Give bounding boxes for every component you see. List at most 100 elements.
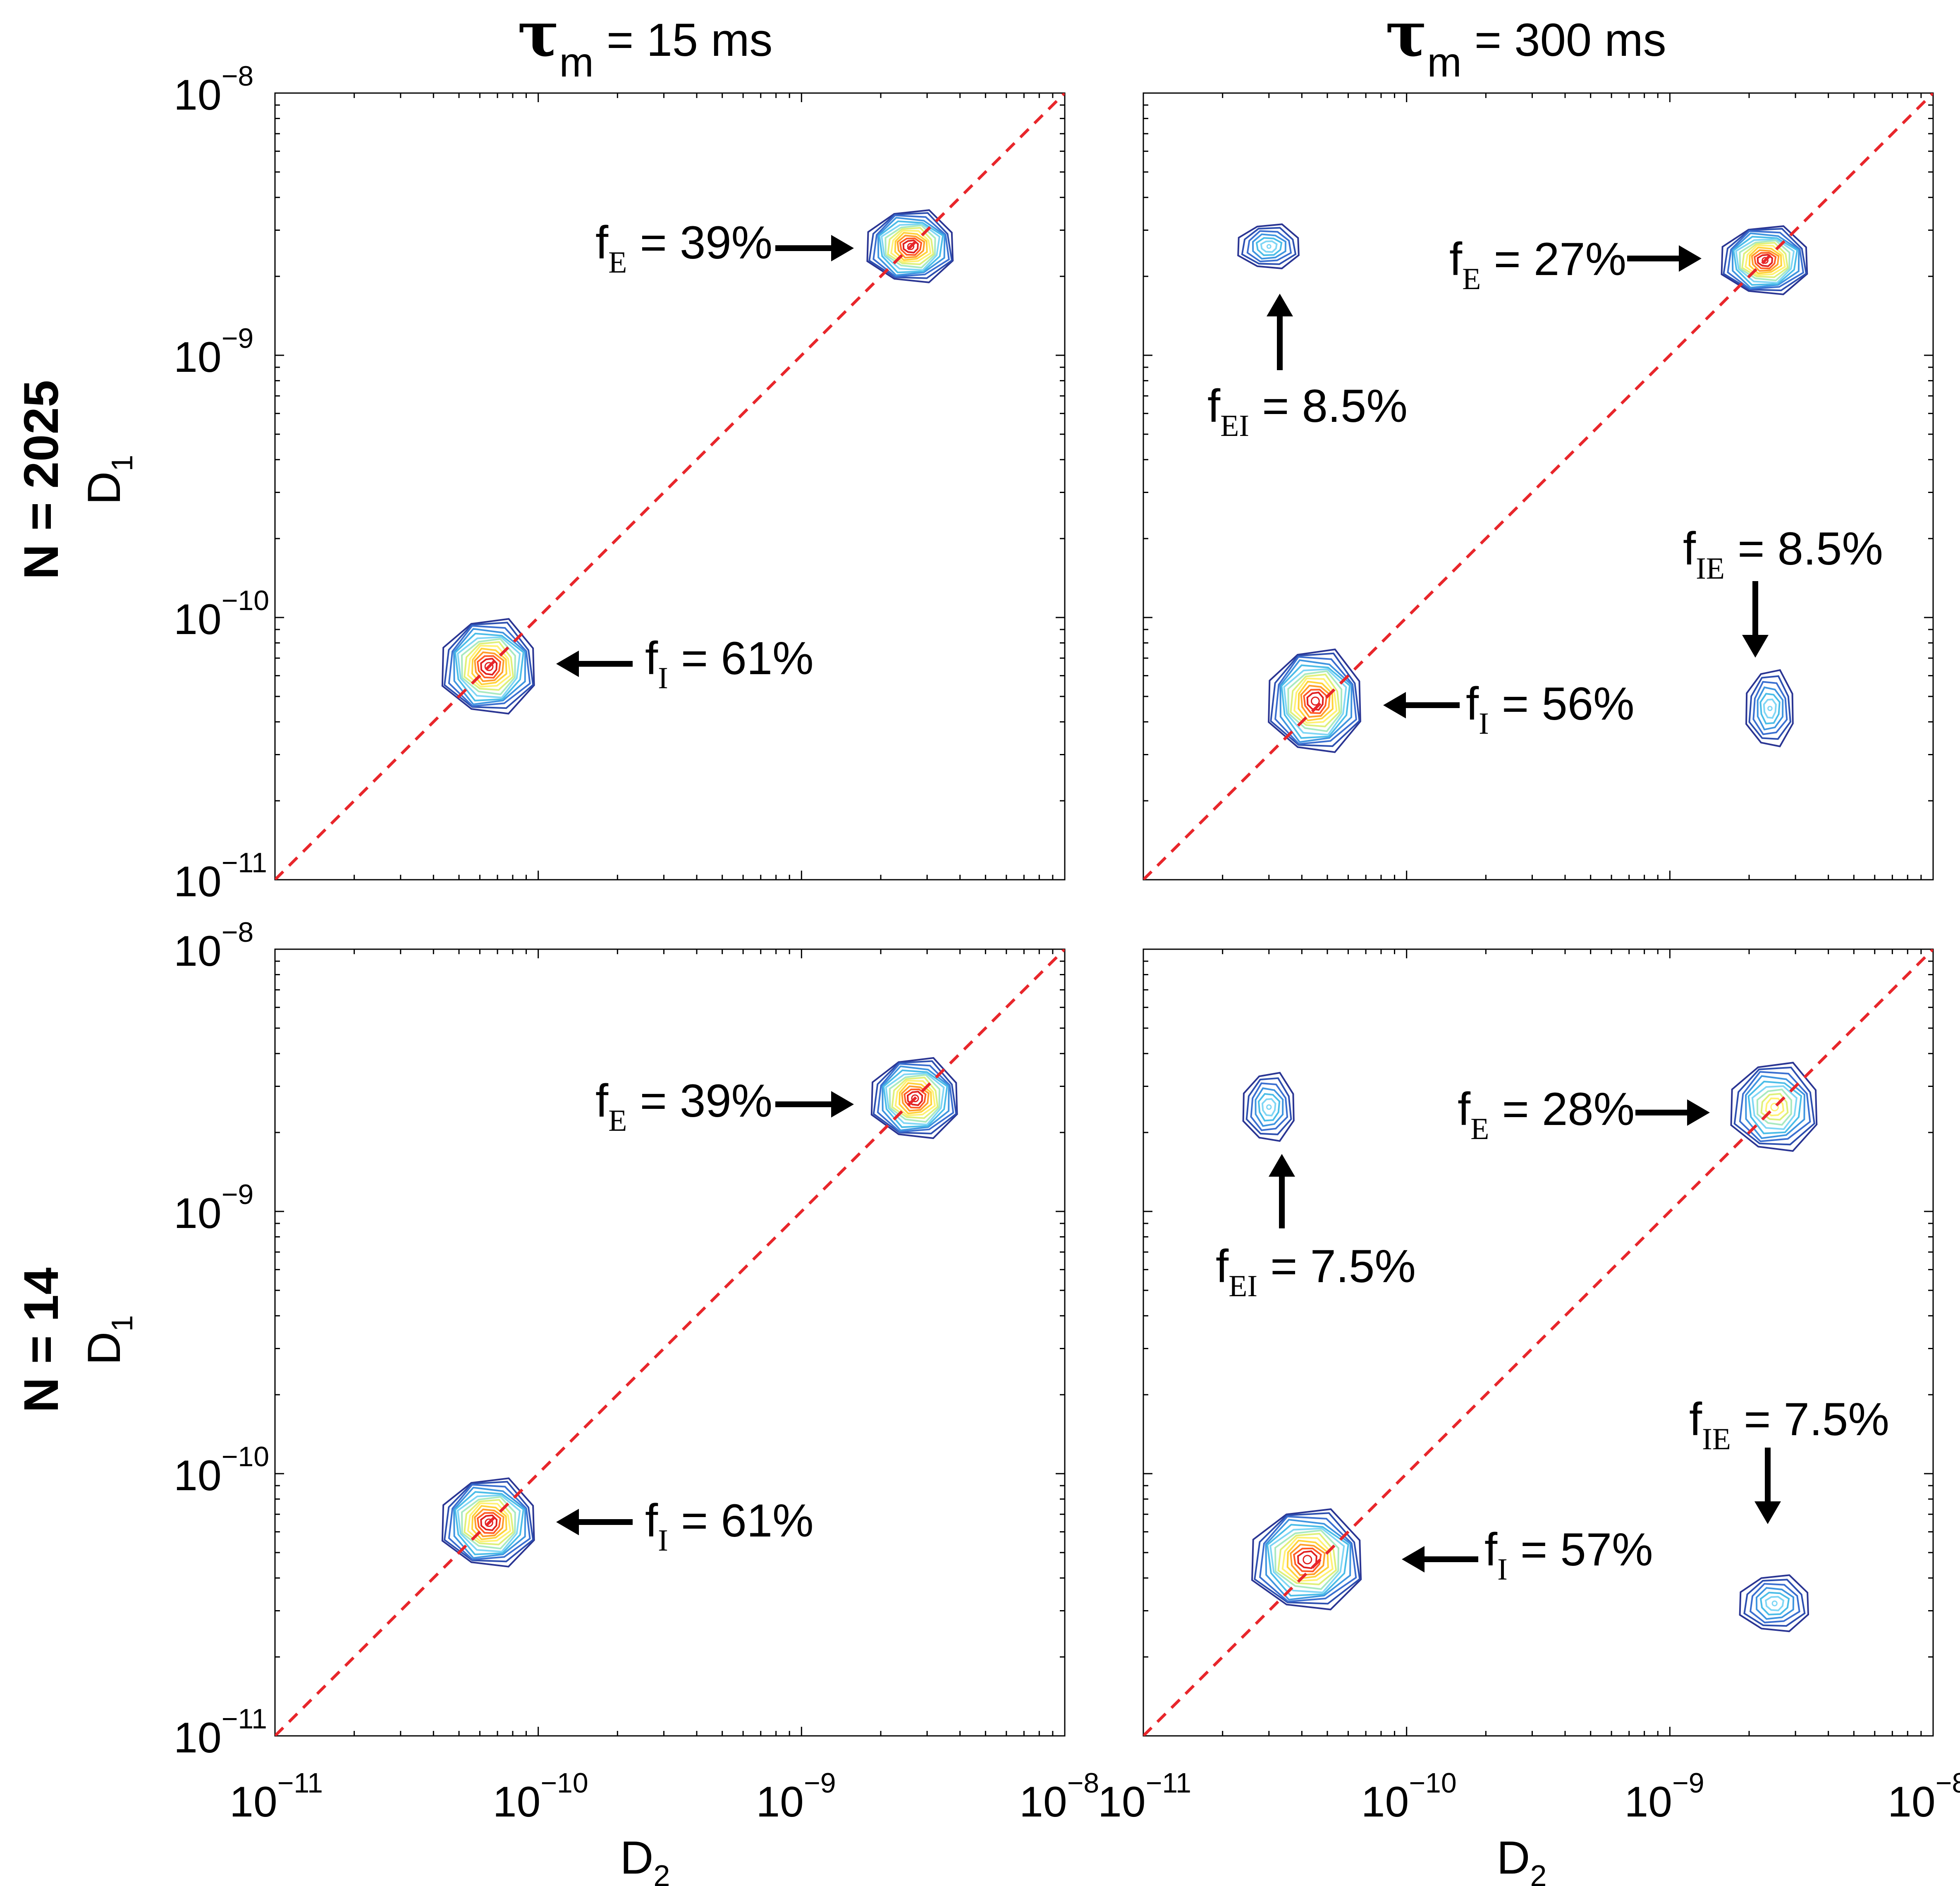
contour-line [1727,230,1805,290]
tick-exponent: −9 [222,323,254,354]
tick-base: 10 [174,1190,222,1237]
annotation-EI: fEI = 8.5% [1207,380,1408,443]
contour-line [474,1508,504,1537]
y-tick-label: 10−8 [174,60,253,119]
annotation-f: f [645,632,658,684]
contour-line [889,1074,941,1123]
arrow-head [1687,1099,1710,1126]
contour-line [454,632,525,701]
axis-ticks [1143,949,1933,1737]
tick-exponent: −8 [1067,1767,1100,1799]
contour-line [453,628,526,706]
arrow-head [831,235,854,261]
tick-base: 10 [229,1778,277,1826]
contour-line [877,1063,954,1133]
x-tick-label: 10−8 [1888,1767,1960,1826]
arrow-EI [1269,1154,1295,1228]
contour-line [448,625,531,707]
column-header-15ms: τm = 15 ms [518,0,773,86]
contour-line [870,1057,958,1139]
contour-line [880,223,941,271]
contour-line [1749,1583,1800,1623]
contour-peak-I [1251,1508,1362,1611]
contour-line [906,1091,923,1106]
contour-line [474,651,504,682]
contour-line [1274,1529,1339,1590]
axes-frame [274,92,1066,881]
annotation-sub: IE [1696,552,1725,586]
plot-area [1143,949,1933,1736]
y-tick-label: 10−9 [174,323,253,381]
contour-line [463,1499,514,1546]
arrow-IE [1754,1448,1781,1524]
contour-line [1751,1085,1798,1130]
contour-line [1268,648,1361,753]
diagonal-line [1143,93,1933,880]
contour-line [1759,1592,1790,1616]
contour-line [1286,1539,1329,1580]
tick-exponent: −11 [1146,1767,1191,1799]
annotation-IE: fIE = 7.5% [1689,1393,1889,1456]
contour-line [877,217,946,276]
contour-line [1745,669,1794,747]
annotation-E: fE = 39% [595,1075,772,1138]
annotation-sub: E [1462,262,1481,296]
contour-line [476,655,502,679]
annotation-value: = 8.5% [1725,523,1883,574]
plot-area [1143,93,1933,880]
tick-base: 10 [174,1714,222,1762]
annotation-I: fI = 57% [1484,1524,1653,1587]
arrow-head [1402,1546,1425,1572]
contour-line [868,212,953,279]
contour-line [1739,1071,1811,1142]
arrow-I [1402,1546,1478,1572]
contour-line [1747,1080,1802,1134]
y-tick-label: 10−8 [174,917,253,975]
annotation-sub: I [1497,1553,1508,1587]
contour-line [1759,693,1781,725]
arrow-IE [1742,581,1769,658]
tick-exponent: −10 [1409,1767,1456,1799]
contour-line [1745,244,1786,276]
contour-line [463,641,514,691]
axes-frame [1143,92,1934,881]
contour-peak-IE [1739,1574,1809,1632]
xlabel-main: D [620,1832,654,1884]
contour-line [1723,228,1807,292]
y-tick-label: 10−11 [174,847,267,906]
axes-frame [274,948,1066,1737]
xlabel-main: D [1497,1832,1530,1884]
row-header-n2025: N = 2025 [14,380,69,579]
tick-base: 10 [1624,1778,1672,1826]
contour-peak-center [1303,1555,1312,1565]
annotation-value: = 28% [1489,1083,1635,1135]
diagonal-line [275,93,1065,880]
contour-line [467,1502,512,1543]
contour-line [467,645,512,688]
contour-line [866,209,954,283]
contour-line [1277,1533,1337,1585]
contour-line [1260,240,1278,253]
tick-base: 10 [174,1452,222,1500]
tick-exponent: −11 [222,847,267,878]
y-tick-label: 10−10 [174,1441,269,1500]
tick-exponent: −11 [222,1703,267,1735]
contour-line [896,235,925,258]
annotation-value: = 56% [1489,678,1635,730]
annotation-sub: I [1479,707,1489,741]
contour-line [457,636,521,699]
contour-line [899,1082,932,1115]
contour-line [1274,656,1358,745]
contour-line [1721,225,1808,295]
tick-base: 10 [1888,1778,1936,1826]
tick-base: 10 [174,596,222,644]
x-tick-label: 10−11 [1098,1767,1191,1826]
annotation-sub: E [1470,1112,1489,1146]
contour-line [1255,1087,1284,1127]
annotation-sub: E [608,246,627,280]
contour-line [1290,1544,1326,1576]
contour-peak-center [1767,706,1773,711]
tick-base: 10 [756,1778,804,1826]
arrow-E [775,235,854,261]
annotation-f: f [1683,523,1696,574]
